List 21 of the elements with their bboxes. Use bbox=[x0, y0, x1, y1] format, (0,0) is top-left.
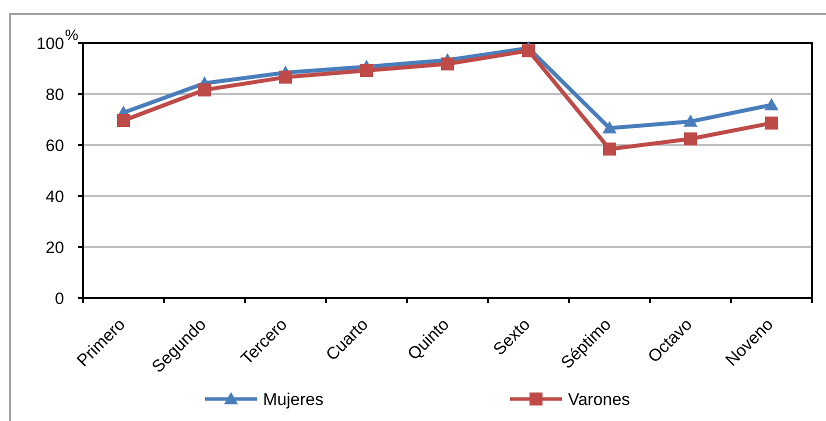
y-tick-label: 40 bbox=[46, 188, 64, 206]
y-axis-title: % bbox=[65, 27, 78, 44]
legend-label: Varones bbox=[568, 390, 630, 409]
point bbox=[522, 44, 535, 58]
point bbox=[602, 121, 616, 134]
point bbox=[764, 98, 778, 110]
point bbox=[684, 132, 697, 146]
point bbox=[279, 70, 292, 84]
point bbox=[603, 142, 616, 156]
point bbox=[684, 114, 698, 127]
point bbox=[441, 57, 454, 70]
y-tick-label: 60 bbox=[46, 136, 64, 155]
legend-label: Mujeres bbox=[263, 390, 324, 409]
point bbox=[198, 83, 211, 96]
point bbox=[765, 116, 778, 130]
y-tick-label: 0 bbox=[54, 290, 64, 308]
y-tick-label: 80 bbox=[46, 86, 64, 104]
y-tick-label: 100 bbox=[36, 34, 64, 53]
point bbox=[117, 114, 130, 128]
point bbox=[360, 64, 373, 78]
y-tick-label: 20 bbox=[46, 238, 64, 257]
